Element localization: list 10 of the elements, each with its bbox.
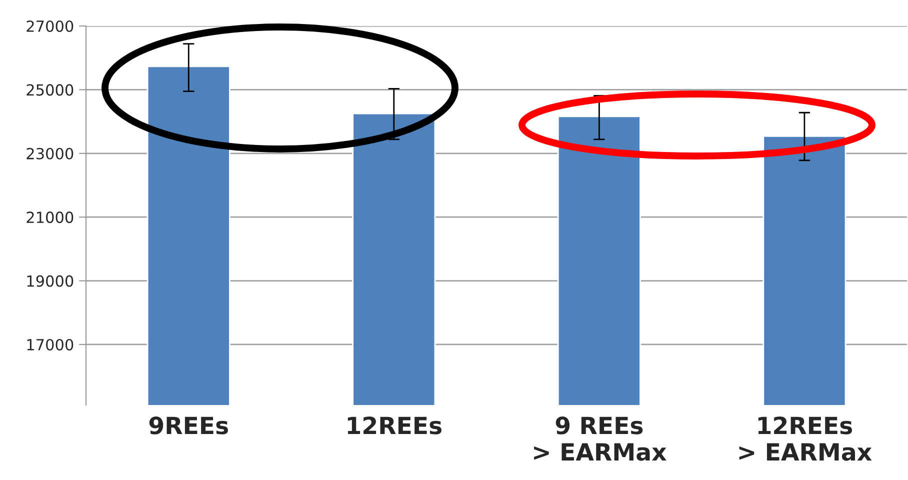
x-tick-label: 9REEs: [149, 416, 228, 434]
y-tick-label: 23000: [26, 148, 74, 160]
y-tick-label: 21000: [26, 212, 74, 224]
y-tick-label: 17000: [27, 338, 74, 351]
x-tick-label: 12REEs > EARMax: [739, 416, 872, 461]
y-tick-label: 27000: [26, 20, 74, 32]
y-tick-label: 19000: [27, 275, 74, 287]
y-tick-label: 25000: [26, 84, 74, 96]
x-tick-label: 9 REEs > EARMax: [534, 416, 666, 461]
x-tick-label: 12REEs: [348, 416, 442, 434]
